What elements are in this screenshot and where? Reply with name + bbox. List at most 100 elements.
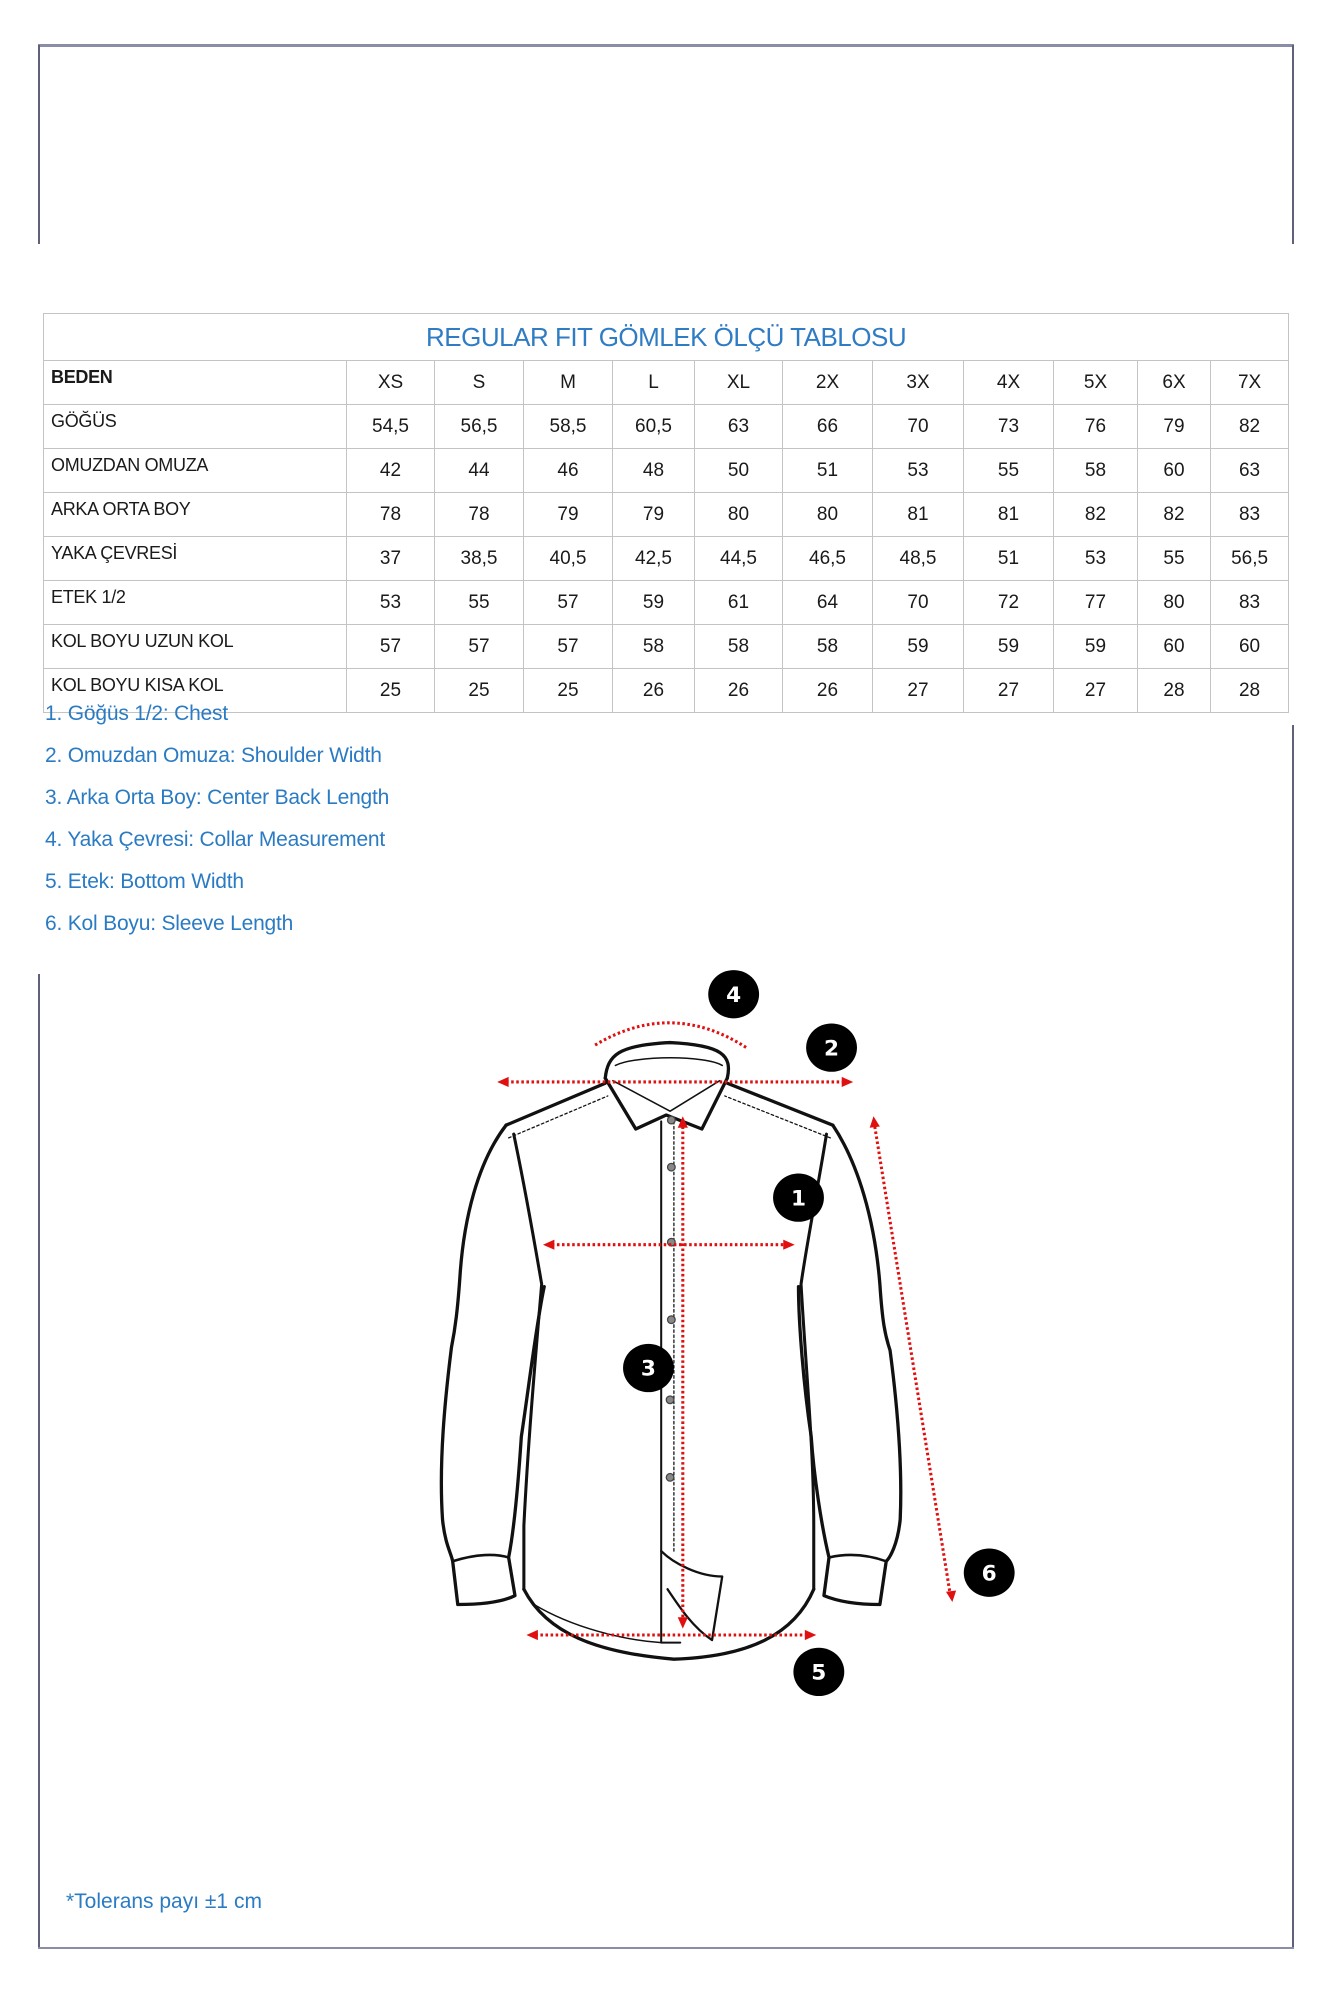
table-cell: 53 [1053,536,1138,581]
table-cell: 56,5 [434,404,524,449]
table-cell: 54,5 [346,404,435,449]
table-cell: 58 [1053,448,1138,493]
measure-badges: 1 2 3 4 5 6 [623,970,1015,1697]
badge-2: 2 [806,1023,857,1072]
table-cell: 78 [346,492,435,537]
table-cell: 40,5 [523,536,613,581]
table-cell: 57 [434,624,524,669]
shirt-buttons [665,1115,676,1482]
table-cell: 63 [1209,448,1290,493]
table-cell: 55 [963,448,1054,493]
size-header: 4X [963,360,1054,405]
frame-right-border [1292,45,1294,244]
badge-number: 5 [811,1661,826,1686]
measure-lines [506,1021,952,1637]
table-cell: 80 [694,492,783,537]
sleeve-measure-line [873,1126,952,1593]
frame-bottom-border [38,1947,1294,1949]
table-row: GÖĞÜS 54,5 56,5 58,5 60,5 63 66 70 73 76 79 82 [43,404,1290,449]
badge-number: 2 [824,1036,839,1061]
row-label: OMUZDAN OMUZA [43,448,347,493]
table-cell: 44 [434,448,524,493]
table-row: YAKA ÇEVRESİ 37 38,5 40,5 42,5 44,5 46,5 48,5 51… [43,536,1290,581]
legend-item: 3. Arka Orta Boy: Center Back Length [45,786,390,809]
table-cell: 60 [1137,448,1211,493]
table-cell: 60 [1137,624,1211,669]
badge-5: 5 [793,1647,845,1697]
table-cell: 25 [346,668,435,713]
table-cell: 58 [782,624,873,669]
badge-6: 6 [963,1548,1015,1597]
table-cell: 38,5 [434,536,524,581]
badge-3: 3 [623,1343,674,1393]
table-cell: 46,5 [782,536,873,581]
table-cell: 73 [963,404,1054,449]
table-cell: 44,5 [694,536,783,581]
table-cell: 28 [1209,668,1290,713]
badge-number: 4 [726,983,741,1008]
table-cell: 28 [1137,668,1211,713]
table-cell: 55 [1137,536,1211,581]
row-label: KOL BOYU UZUN KOL [43,624,347,669]
legend-item: 2. Omuzdan Omuza: Shoulder Width [45,744,382,767]
table-cell: 25 [523,668,613,713]
frame-top-border [38,44,1294,47]
frame-right-border [1292,725,1294,1948]
legend-item: 6. Kol Boyu: Sleeve Length [45,912,294,935]
frame-left-border [38,45,40,244]
table-cell: 79 [612,492,695,537]
size-header: XS [346,360,435,405]
legend-item: 5. Etek: Bottom Width [45,870,244,893]
table-cell: 27 [1053,668,1138,713]
table-cell: 37 [346,536,435,581]
table-cell: 82 [1209,404,1290,449]
collar-measure-arc [594,1021,748,1049]
header-row: BEDEN XS S M L XL 2X 3X 4X 5X 6X 7X [43,360,1290,405]
badge-number: 6 [982,1561,997,1586]
table-row: OMUZDAN OMUZA 42 44 46 48 50 51 53 55 58 60 63 [43,448,1290,493]
table-cell: 78 [434,492,524,537]
table-cell: 53 [346,580,435,625]
table-cell: 59 [963,624,1054,669]
table-cell: 58,5 [523,404,613,449]
legend-item: 1. Göğüs 1/2: Chest [45,702,228,725]
size-header: L [612,360,695,405]
table-cell: 66 [782,404,873,449]
table-cell: 53 [872,448,964,493]
measure-arrowheads [497,1076,957,1641]
row-label: ETEK 1/2 [43,580,347,625]
row-label: YAKA ÇEVRESİ [43,536,347,581]
table-cell: 80 [1137,580,1211,625]
table-cell: 56,5 [1209,536,1290,581]
legend-item: 4. Yaka Çevresi: Collar Measurement [45,828,386,851]
table-row: KOL BOYU KISA KOL 25 25 25 26 26 26 27 27 27 28 28 [43,668,1290,713]
frame-left-border [38,974,40,1948]
table-cell: 60,5 [612,404,695,449]
tolerance-note: *Tolerans payı ±1 cm [66,1890,262,1913]
row-label: KOL BOYU KISA KOL [43,668,347,713]
table-cell: 82 [1137,492,1211,537]
table-cell: 25 [434,668,524,713]
shirt-outline [439,1040,903,1661]
badge-1: 1 [773,1173,824,1222]
size-header: 6X [1137,360,1211,405]
size-chart-table: REGULAR FIT GÖMLEK ÖLÇÜ TABLOSU BEDEN XS S… [42,313,1290,713]
badge-number: 1 [791,1186,806,1211]
table-cell: 42,5 [612,536,695,581]
size-header: M [523,360,613,405]
table-cell: 57 [346,624,435,669]
badge-4: 4 [708,970,760,1019]
table-cell: 50 [694,448,783,493]
badge-number: 3 [641,1357,656,1382]
table-cell: 70 [872,580,964,625]
table-cell: 26 [694,668,783,713]
table-cell: 27 [872,668,964,713]
table-row: ARKA ORTA BOY 78 78 79 79 80 80 81 81 82 82 83 [43,492,1290,537]
table-cell: 83 [1209,580,1290,625]
table-cell: 81 [872,492,964,537]
size-header: 7X [1209,360,1290,405]
table-title: REGULAR FIT GÖMLEK ÖLÇÜ TABLOSU [42,313,1290,361]
table-cell: 82 [1053,492,1138,537]
table-cell: 58 [694,624,783,669]
